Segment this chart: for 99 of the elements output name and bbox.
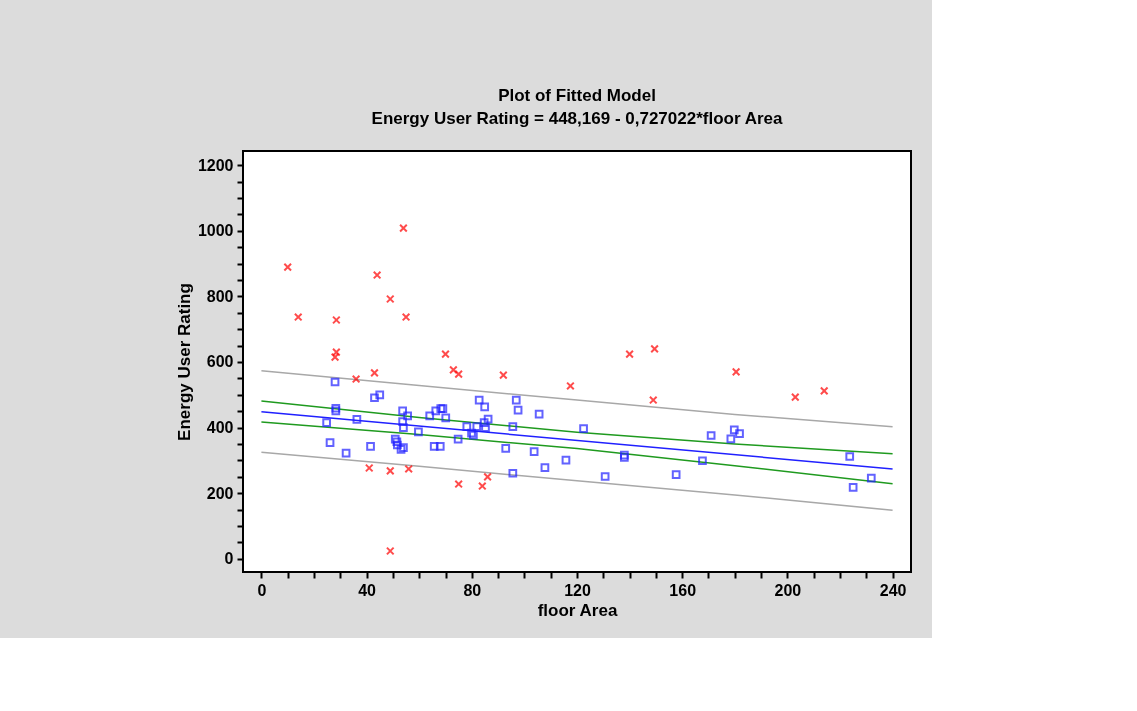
point — [600, 472, 610, 481]
x-tick-label: 120 — [564, 581, 591, 599]
point — [385, 466, 395, 476]
point — [404, 464, 414, 474]
point — [370, 393, 379, 403]
point — [332, 315, 341, 325]
y-tick-label: 600 — [206, 353, 234, 371]
x-tick-label: 240 — [879, 581, 907, 599]
point — [479, 418, 489, 428]
point — [477, 481, 487, 491]
x-tick-label: 40 — [358, 581, 377, 599]
point — [481, 423, 490, 432]
point — [483, 414, 493, 424]
line-series — [260, 370, 894, 428]
point — [449, 365, 458, 375]
point — [579, 424, 588, 433]
chart-title: Plot of Fitted Model — [498, 86, 656, 105]
point — [650, 344, 659, 354]
point — [283, 262, 293, 272]
point — [293, 312, 303, 322]
point — [431, 406, 441, 416]
point — [561, 455, 571, 465]
point — [366, 441, 375, 451]
x-tick-label: 160 — [669, 581, 697, 599]
y-tick-label: 0 — [224, 550, 234, 568]
point — [511, 395, 521, 405]
point — [729, 425, 739, 435]
point — [399, 443, 408, 452]
point — [401, 312, 411, 322]
point — [454, 369, 464, 379]
point — [414, 427, 423, 437]
line-series — [260, 421, 894, 485]
point — [529, 447, 539, 456]
point — [735, 429, 744, 438]
y-tick-label: 400 — [206, 419, 234, 437]
y-tick-label: 800 — [206, 287, 234, 305]
x-tick-label: 200 — [774, 581, 802, 599]
y-tick-label: 1000 — [197, 222, 234, 240]
point — [435, 441, 445, 451]
point — [396, 444, 406, 454]
point — [671, 470, 681, 479]
point — [385, 294, 395, 304]
point — [351, 374, 361, 384]
point — [441, 349, 450, 359]
point — [370, 368, 379, 378]
point — [501, 443, 511, 453]
line-series — [260, 451, 894, 512]
y-tick-label: 200 — [206, 484, 234, 502]
point — [726, 434, 736, 444]
point — [508, 468, 518, 478]
point — [398, 417, 407, 427]
point — [453, 434, 463, 444]
point — [325, 438, 335, 448]
point — [322, 418, 331, 428]
point — [385, 546, 395, 556]
point — [848, 482, 858, 492]
point — [398, 406, 407, 416]
point — [706, 431, 716, 440]
point — [441, 413, 451, 423]
point — [352, 415, 362, 424]
point — [731, 367, 741, 377]
line-series — [260, 400, 894, 455]
y-tick-label: 1200 — [197, 156, 234, 174]
point — [566, 381, 575, 391]
point — [375, 390, 385, 400]
point — [341, 448, 351, 458]
point — [330, 377, 340, 387]
point — [513, 405, 523, 415]
point — [540, 463, 550, 473]
point — [474, 395, 484, 405]
point — [790, 392, 800, 402]
point — [819, 386, 829, 396]
point — [372, 270, 382, 280]
point — [648, 395, 658, 405]
x-axis-title: floor Area — [537, 600, 618, 620]
point — [425, 411, 435, 421]
point — [483, 472, 492, 482]
point — [866, 473, 876, 483]
point — [499, 370, 508, 380]
point — [472, 422, 482, 431]
point — [625, 349, 634, 359]
x-tick-label: 0 — [257, 581, 267, 599]
point — [698, 456, 707, 466]
point — [845, 452, 855, 461]
point — [399, 223, 408, 233]
point — [508, 422, 518, 431]
point — [399, 423, 408, 432]
point — [454, 479, 464, 489]
point — [462, 422, 472, 431]
point — [534, 409, 544, 419]
point — [332, 347, 341, 357]
x-tick-label: 80 — [463, 581, 482, 599]
point — [330, 352, 340, 362]
y-axis-title: Energy User Rating — [174, 283, 194, 441]
point — [480, 402, 490, 412]
point — [429, 441, 439, 451]
chart-subtitle: Energy User Rating = 448,169 - 0,727022*floor Area — [371, 109, 783, 128]
point — [364, 463, 374, 473]
point — [403, 411, 412, 421]
